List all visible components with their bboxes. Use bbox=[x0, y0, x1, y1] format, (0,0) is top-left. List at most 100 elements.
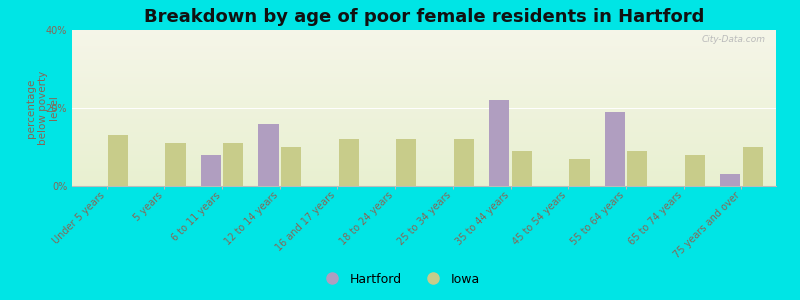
Bar bbox=[72, 83, 776, 85]
Bar bbox=[223, 143, 243, 186]
Bar bbox=[72, 139, 776, 141]
Bar bbox=[72, 153, 776, 155]
Bar bbox=[72, 53, 776, 55]
Bar bbox=[72, 127, 776, 128]
Bar bbox=[72, 110, 776, 111]
Bar bbox=[72, 60, 776, 61]
Bar bbox=[72, 166, 776, 167]
Bar bbox=[72, 103, 776, 105]
Bar bbox=[72, 56, 776, 58]
Bar bbox=[72, 106, 776, 108]
Bar bbox=[72, 68, 776, 69]
Bar bbox=[72, 61, 776, 63]
Bar bbox=[72, 69, 776, 70]
Bar bbox=[72, 72, 776, 74]
Bar bbox=[72, 180, 776, 181]
Bar bbox=[72, 155, 776, 156]
Bar bbox=[72, 36, 776, 38]
Bar bbox=[72, 70, 776, 72]
Bar bbox=[72, 111, 776, 113]
Bar bbox=[72, 141, 776, 142]
Bar bbox=[166, 143, 186, 186]
Bar bbox=[338, 139, 358, 186]
Bar bbox=[72, 88, 776, 89]
Bar bbox=[72, 184, 776, 186]
Bar bbox=[72, 167, 776, 169]
Bar bbox=[72, 108, 776, 110]
Bar bbox=[72, 136, 776, 138]
Bar bbox=[72, 58, 776, 60]
Bar bbox=[72, 92, 776, 94]
Bar bbox=[72, 94, 776, 95]
Bar bbox=[72, 169, 776, 170]
Bar bbox=[72, 75, 776, 77]
Bar bbox=[72, 50, 776, 52]
Bar bbox=[72, 148, 776, 150]
Bar bbox=[72, 52, 776, 53]
Bar bbox=[72, 43, 776, 44]
Bar bbox=[72, 55, 776, 56]
Bar bbox=[72, 95, 776, 97]
Bar bbox=[72, 113, 776, 114]
Bar bbox=[281, 147, 301, 186]
Bar bbox=[72, 102, 776, 103]
Bar bbox=[72, 86, 776, 88]
Bar bbox=[72, 49, 776, 50]
Bar bbox=[72, 152, 776, 153]
Bar bbox=[72, 100, 776, 102]
Bar bbox=[72, 63, 776, 64]
Bar bbox=[720, 174, 740, 186]
Bar bbox=[72, 99, 776, 100]
Bar bbox=[72, 97, 776, 99]
Bar bbox=[605, 112, 625, 186]
Bar bbox=[72, 77, 776, 78]
Bar bbox=[72, 173, 776, 175]
Bar bbox=[72, 128, 776, 130]
Bar bbox=[72, 164, 776, 166]
Bar bbox=[72, 33, 776, 35]
Bar bbox=[72, 124, 776, 125]
Y-axis label: percentage
below poverty
level: percentage below poverty level bbox=[26, 71, 59, 145]
Bar bbox=[512, 151, 532, 186]
Bar bbox=[72, 91, 776, 92]
Bar bbox=[72, 35, 776, 36]
Bar bbox=[454, 139, 474, 186]
Bar bbox=[72, 142, 776, 144]
Bar bbox=[72, 39, 776, 41]
Bar bbox=[72, 122, 776, 124]
Bar bbox=[72, 105, 776, 106]
Bar bbox=[72, 147, 776, 148]
Bar bbox=[201, 155, 221, 186]
Bar bbox=[72, 38, 776, 39]
Bar bbox=[72, 89, 776, 91]
Text: City-Data.com: City-Data.com bbox=[702, 35, 766, 44]
Bar bbox=[72, 44, 776, 46]
Bar bbox=[72, 74, 776, 75]
Bar bbox=[72, 134, 776, 136]
Bar bbox=[72, 114, 776, 116]
Bar bbox=[72, 183, 776, 184]
Bar bbox=[108, 135, 128, 186]
Bar bbox=[72, 78, 776, 80]
Bar bbox=[72, 30, 776, 31]
Bar bbox=[72, 177, 776, 178]
Bar bbox=[72, 41, 776, 43]
Bar bbox=[72, 158, 776, 160]
Bar bbox=[72, 150, 776, 152]
Bar bbox=[72, 156, 776, 158]
Bar bbox=[72, 66, 776, 68]
Bar bbox=[570, 159, 590, 186]
Bar bbox=[72, 119, 776, 121]
Legend: Hartford, Iowa: Hartford, Iowa bbox=[315, 268, 485, 291]
Bar bbox=[72, 116, 776, 117]
Bar bbox=[72, 161, 776, 163]
Bar bbox=[72, 170, 776, 172]
Bar bbox=[72, 80, 776, 82]
Bar bbox=[72, 85, 776, 86]
Bar bbox=[72, 172, 776, 173]
Bar bbox=[490, 100, 510, 186]
Bar bbox=[72, 144, 776, 146]
Bar bbox=[72, 117, 776, 119]
Bar bbox=[72, 46, 776, 47]
Bar bbox=[72, 178, 776, 180]
